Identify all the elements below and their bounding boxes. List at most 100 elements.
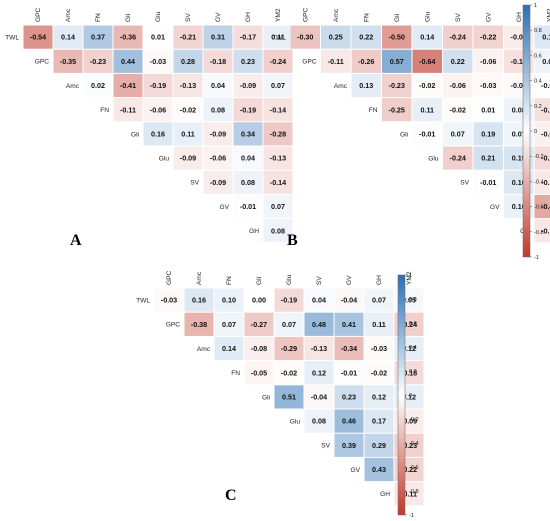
cell-value-label: -0.02 [281, 368, 297, 377]
cell-value-label: -0.35 [60, 57, 76, 66]
heatmap-cell [263, 25, 293, 49]
heatmap-cell [143, 98, 173, 122]
cell-value-label: -0.04 [341, 296, 357, 305]
heatmap-cell [382, 49, 412, 73]
cell-value-label: -0.02 [419, 81, 435, 90]
cell-value-label: -0.30 [297, 33, 313, 42]
column-label-amc: Amc [65, 8, 72, 22]
row-label-glu: Glu [290, 419, 301, 426]
heatmap-cell [351, 25, 381, 49]
heatmap-cell [364, 361, 394, 385]
row-label-amc: Amc [66, 83, 80, 90]
cell-value-label: -0.23 [389, 81, 405, 90]
heatmap-cell [443, 25, 473, 49]
heatmap-cell [473, 122, 503, 146]
cell-value-label: -0.16 [541, 105, 550, 114]
heatmap-cell [473, 146, 503, 170]
cell-value-label: 0.11 [181, 130, 195, 139]
cell-value-label: 0.46 [342, 417, 356, 426]
heatmap-cell [214, 312, 244, 336]
heatmap-cell [382, 73, 412, 98]
heatmap-cell [203, 98, 233, 122]
cell-value-label: 0.13 [359, 81, 373, 90]
row-label-twl: TWL [136, 298, 150, 305]
cell-value-label: -0.12 [541, 226, 550, 235]
heatmap-cell [173, 49, 203, 73]
colorbar-tick-label: 0 [534, 129, 537, 135]
heatmap-cell [443, 49, 473, 73]
heatmap-cell [244, 288, 274, 312]
heatmap-cell [334, 409, 364, 433]
cell-value-label: 0.25 [329, 33, 343, 42]
colorbar-tick-label: 0.8 [534, 28, 542, 34]
heatmap-cell [214, 336, 244, 361]
heatmap-cell [351, 73, 381, 98]
heatmap-cell [184, 288, 214, 312]
heatmap-cell [334, 433, 364, 457]
heatmap-cell [203, 25, 233, 49]
cell-value-label: -0.24 [401, 320, 417, 329]
cell-value-label: -0.03 [150, 57, 166, 66]
colorbar-tick-label: 0.2 [534, 104, 542, 110]
cell-value-label: -0.19 [281, 296, 297, 305]
cell-value-label: -0.19 [541, 154, 550, 163]
cell-value-label: 0.07 [271, 81, 285, 90]
cell-value-label: 0.11 [420, 105, 434, 114]
heatmap-cell [412, 122, 442, 146]
cell-value-label: 0.48 [312, 320, 326, 329]
column-label-gh: GH [516, 12, 523, 22]
row-label-fn: FN [369, 107, 378, 114]
heatmap-cell [534, 73, 550, 98]
cell-value-label: 0.29 [372, 441, 386, 450]
heatmap-cell [203, 73, 233, 98]
cell-value-label: 0.12 [402, 393, 416, 402]
cell-value-label: -0.09 [401, 417, 417, 426]
cell-value-label: 0.23 [241, 57, 255, 66]
row-label-gv: GV [219, 204, 229, 211]
cell-value-label: -0.03 [511, 81, 527, 90]
colorbar-tick-label: 0.4 [534, 79, 542, 85]
cell-value-label: -0.64 [419, 57, 435, 66]
column-label-fn: FN [95, 13, 102, 22]
cell-value-label: -0.27 [251, 320, 267, 329]
heatmap-cell [364, 385, 394, 409]
cell-value-label: -0.13 [270, 154, 286, 163]
column-label-fn: FN [363, 13, 370, 22]
heatmap-cell [173, 25, 203, 49]
cell-value-label: -0.44 [541, 202, 550, 211]
cell-value-label: 0.07 [512, 130, 526, 139]
column-label-fn: FN [226, 276, 233, 285]
column-label-ym2: YM2 [546, 8, 550, 22]
cell-value-label: -0.24 [450, 154, 466, 163]
colorbar-tick-label: 1 [534, 3, 537, 9]
cell-value-label: 0.00 [252, 296, 266, 305]
heatmap-cell [364, 288, 394, 312]
cell-value-label: -0.19 [150, 81, 166, 90]
cell-value-label: 0.01 [151, 33, 165, 42]
colorbar-tick-label: -1 [534, 255, 539, 261]
heatmap-cell [203, 122, 233, 146]
cell-value-label: -0.26 [358, 57, 374, 66]
colorbar-tick-label: -0.8 [409, 489, 419, 495]
panel-letter-a: A [70, 232, 82, 249]
cell-value-label: 0.07 [372, 296, 386, 305]
heatmap-cell [534, 98, 550, 122]
cell-value-label: -0.05 [251, 368, 267, 377]
heatmap-cell [233, 49, 263, 73]
cell-value-label: 0.14 [420, 33, 434, 42]
row-label-sv: SV [321, 443, 330, 450]
heatmap-cell [143, 73, 173, 98]
heatmap-cell [53, 25, 83, 49]
heatmap-cell [412, 73, 442, 98]
colorbar-tick-label: 0 [409, 393, 412, 399]
cell-value-label: 0.14 [222, 344, 236, 353]
heatmap-cell [334, 312, 364, 336]
column-label-gli: Gli [125, 13, 132, 22]
colorbar-tick-label: -0.2 [409, 417, 419, 423]
cell-value-label: -0.09 [210, 130, 226, 139]
column-label-gv: GV [346, 275, 353, 285]
cell-value-label: -0.14 [270, 105, 286, 114]
heatmap-cell [233, 73, 263, 98]
heatmap-cell [304, 385, 334, 409]
heatmap-cell [143, 25, 173, 49]
